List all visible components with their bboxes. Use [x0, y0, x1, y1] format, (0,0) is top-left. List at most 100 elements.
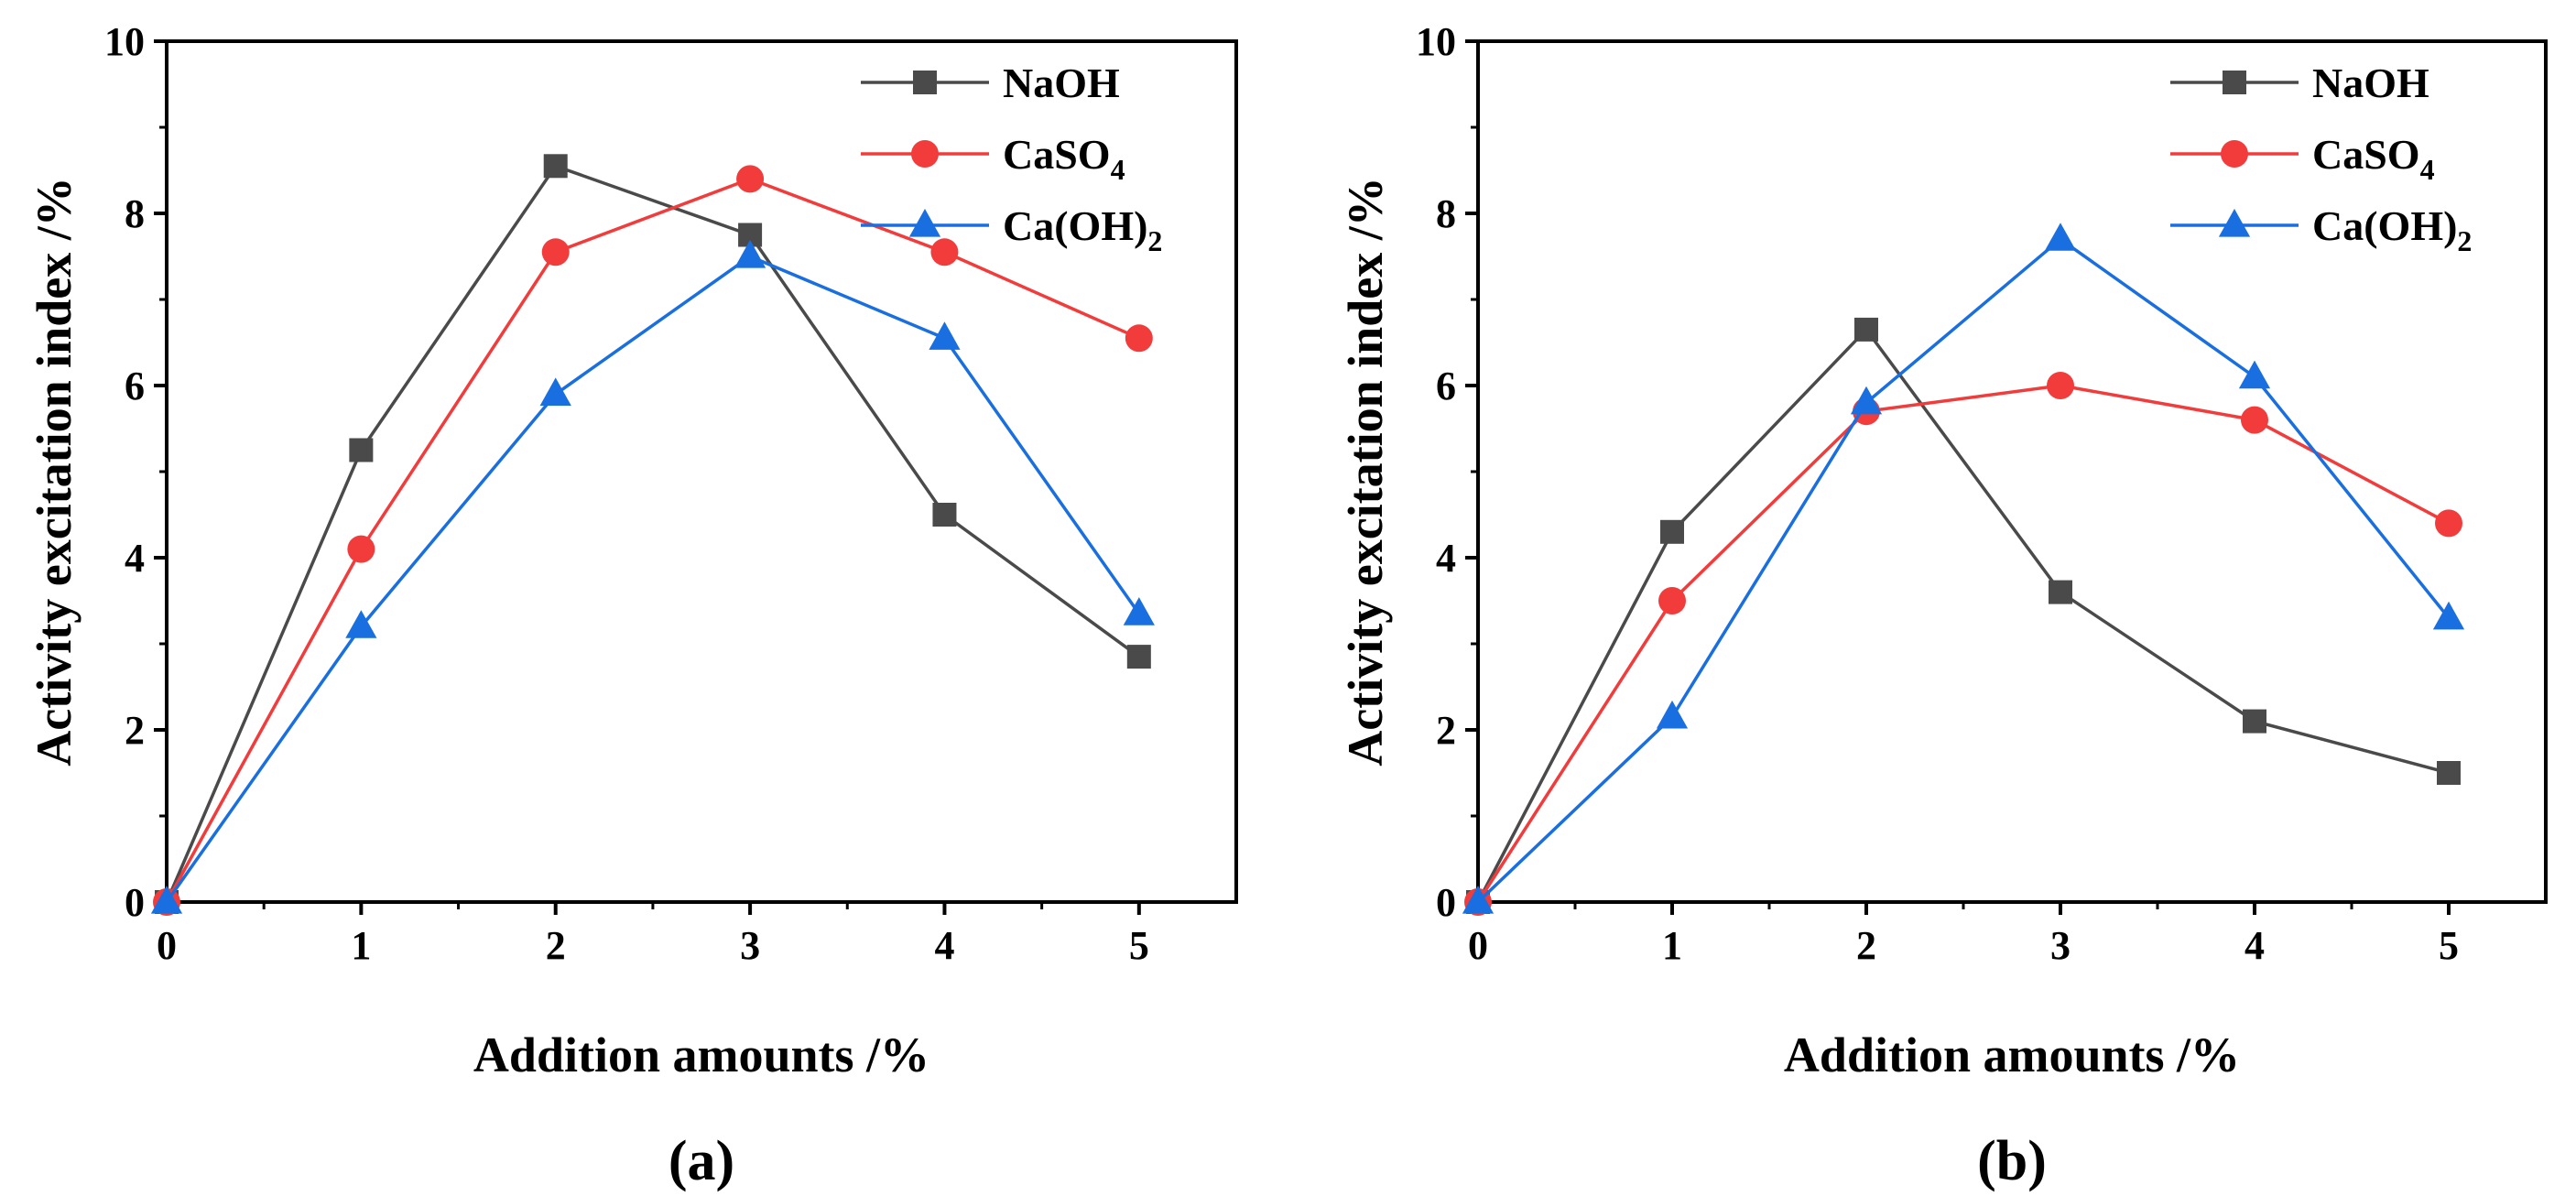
x-tick-label: 1 [1662, 923, 1682, 968]
y-tick-label: 10 [104, 19, 145, 64]
series-Ca(OH)2 [150, 240, 1155, 914]
series-Ca(OH)2 [1462, 223, 2465, 914]
x-tick-label: 1 [351, 923, 371, 968]
data-point [1123, 597, 1155, 625]
x-tick-label: 0 [1468, 923, 1488, 968]
legend-item: CaSO4 [2170, 131, 2435, 186]
y-tick-label: 2 [125, 708, 145, 753]
legend-marker [908, 209, 941, 237]
data-point [2044, 223, 2077, 251]
legend-label-base: CaSO [2312, 131, 2420, 178]
legend-item: Ca(OH)2 [2170, 202, 2472, 257]
data-point [1850, 386, 1883, 415]
legend-marker [2223, 71, 2246, 94]
legend-label-base: Ca(OH) [2312, 202, 2457, 249]
series-CaSO4 [153, 165, 1153, 916]
data-point [734, 240, 766, 268]
data-point [736, 165, 765, 193]
x-tick-label: 0 [157, 923, 177, 968]
panel-label: (a) [668, 1130, 734, 1192]
series-line [165, 177, 1140, 903]
legend-marker [2218, 209, 2251, 237]
y-axis-title: Activity excitation index /% [27, 177, 82, 766]
y-tick-label: 8 [1436, 191, 1456, 236]
x-axis-title: Addition amounts /% [1784, 1027, 2240, 1082]
legend-item: Ca(OH)2 [861, 202, 1162, 257]
legend-label: NaOH [2312, 60, 2429, 106]
legend-label: CaSO4 [1003, 131, 1125, 186]
data-point [930, 238, 959, 266]
data-point [1854, 317, 1878, 342]
data-point [2241, 406, 2268, 434]
data-point [2432, 601, 2465, 630]
data-point [1462, 886, 1495, 914]
legend-label: Ca(OH)2 [1003, 202, 1162, 257]
data-point [2049, 580, 2072, 604]
data-point [932, 503, 957, 527]
x-tick-label: 3 [740, 923, 760, 968]
y-tick-label: 8 [125, 191, 145, 236]
y-tick-label: 0 [1436, 880, 1456, 925]
series-NaOH [155, 154, 1151, 914]
y-axis-title: Activity excitation index /% [1338, 177, 1393, 766]
data-point [345, 610, 377, 638]
panel-label: (b) [1977, 1130, 2047, 1192]
data-point [929, 321, 961, 350]
series-line [1476, 384, 2450, 903]
x-tick-label: 2 [546, 923, 566, 968]
x-tick-label: 3 [2050, 923, 2071, 968]
data-point [1656, 700, 1689, 729]
data-point [1126, 645, 1151, 669]
legend-item: NaOH [2170, 60, 2429, 106]
series-line [165, 164, 1140, 903]
legend-item: NaOH [861, 60, 1120, 106]
x-tick-label: 4 [2244, 923, 2265, 968]
panel-a: 0 1 2 3 4 5 0 2 4 6 8 10 Addition amounts /% Activity… [27, 19, 1238, 1192]
legend-label: Ca(OH)2 [2312, 202, 2472, 257]
data-point [150, 886, 183, 914]
series-line [1476, 236, 2451, 904]
x-tick-label: 5 [1129, 923, 1149, 968]
data-point [347, 535, 375, 563]
legend-label-subscript: 2 [1147, 224, 1162, 257]
series-line [165, 255, 1141, 904]
legend-label-subscript: 4 [2420, 153, 2435, 186]
data-point [541, 238, 570, 266]
data-point [2243, 709, 2266, 734]
x-tick-label: 4 [934, 923, 954, 968]
legend-marker [2221, 140, 2248, 168]
y-tick-label: 6 [125, 364, 145, 408]
data-point [1125, 324, 1153, 353]
legend-label-base: CaSO [1003, 131, 1111, 178]
data-point [2238, 360, 2271, 389]
series-NaOH [1466, 317, 2461, 914]
x-tick-label: 5 [2439, 923, 2459, 968]
y-tick-label: 0 [125, 880, 145, 925]
data-point [539, 377, 571, 406]
legend-label: CaSO4 [2312, 131, 2435, 186]
panel-b: 0 1 2 3 4 5 0 2 4 6 8 10 Addition amounts /% Activity… [1338, 19, 2548, 1192]
data-point [2437, 761, 2461, 785]
y-tick-label: 2 [1436, 708, 1456, 753]
data-point [1660, 519, 1684, 544]
series-line [1476, 327, 2450, 903]
legend-item: CaSO4 [861, 131, 1125, 186]
legend-label-base: Ca(OH) [1003, 202, 1147, 249]
legend-label-subscript: 2 [2457, 224, 2472, 257]
data-point [349, 438, 374, 462]
data-point [2047, 372, 2074, 399]
legend-label-base: NaOH [1003, 60, 1120, 106]
legend-label: NaOH [1003, 60, 1120, 106]
x-axis-title: Addition amounts /% [473, 1027, 929, 1082]
legend-label-base: NaOH [2312, 60, 2429, 106]
legend-marker [913, 71, 937, 94]
y-tick-label: 4 [1436, 536, 1456, 581]
data-point [2435, 509, 2462, 538]
x-tick-label: 2 [1856, 923, 1876, 968]
y-tick-label: 4 [125, 536, 145, 581]
data-point [1658, 587, 1686, 614]
legend-label-subscript: 4 [1111, 153, 1125, 186]
y-tick-label: 6 [1436, 364, 1456, 408]
data-point [543, 154, 568, 179]
